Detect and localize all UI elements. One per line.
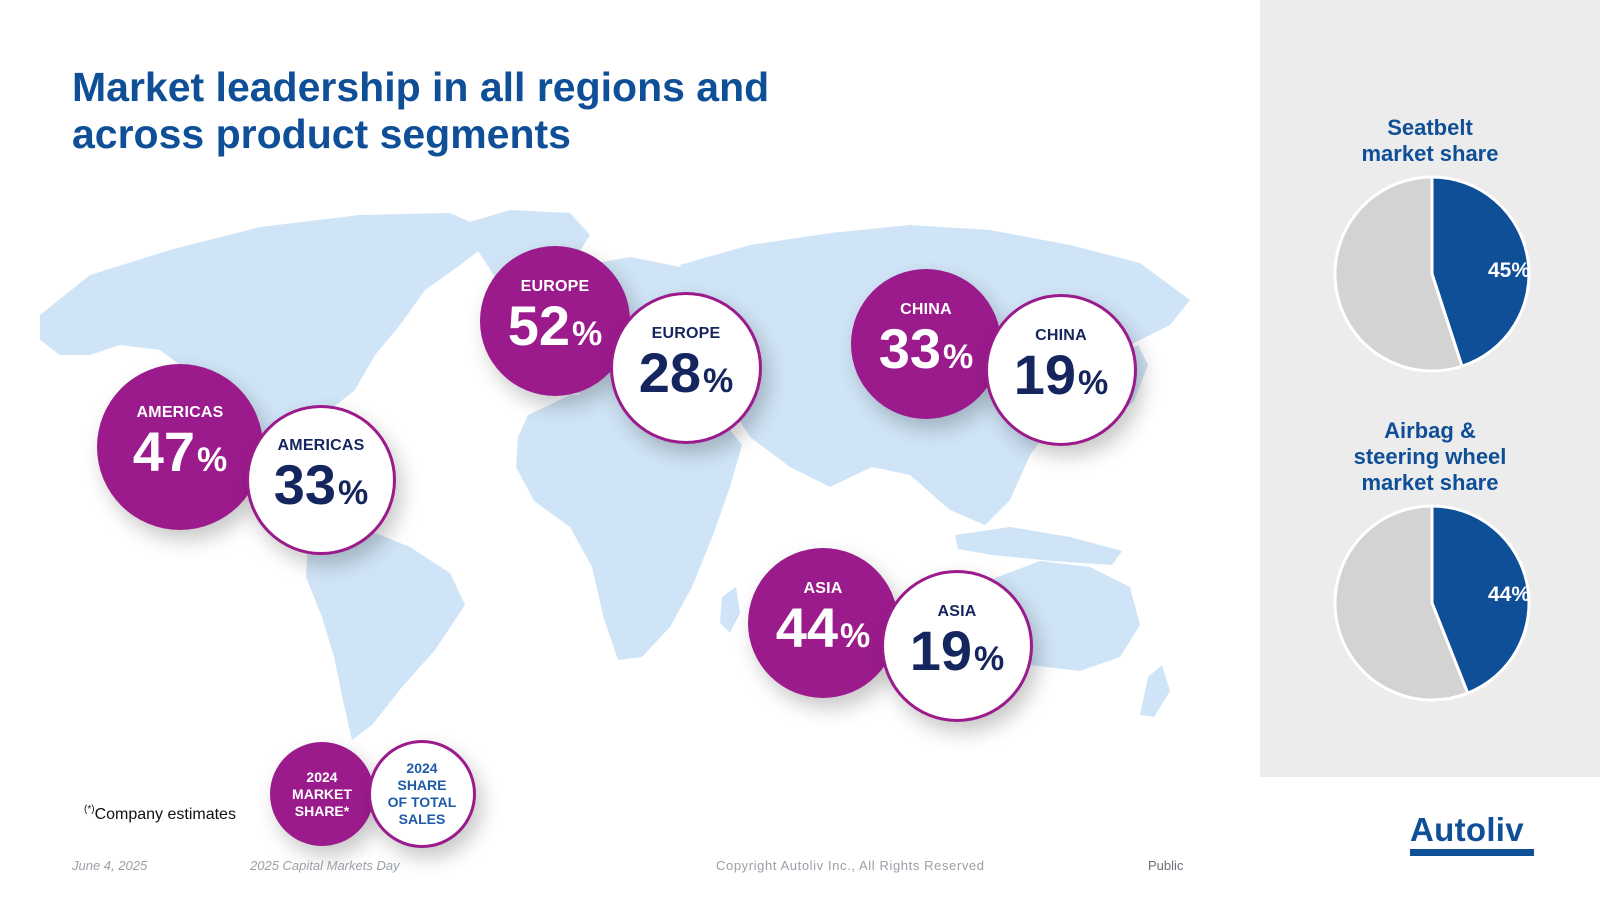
percent-value: 33% bbox=[878, 317, 974, 380]
pie-slice-others bbox=[1333, 175, 1464, 373]
region-label: EUROPE bbox=[520, 278, 590, 295]
airbag-pie-chart bbox=[1333, 504, 1531, 702]
region-label: ASIA bbox=[937, 603, 977, 620]
legend-share-of-sales: 2024 SHARE OF TOTAL SALES bbox=[368, 740, 476, 848]
europe-market-share-bubble: EUROPE 52% bbox=[480, 246, 630, 396]
europe-sales-share-bubble: EUROPE 28% bbox=[610, 292, 762, 444]
footer-event: 2025 Capital Markets Day bbox=[250, 858, 400, 873]
seatbelt-pie-title: Seatbelt market share bbox=[1361, 115, 1499, 166]
pie-slice-autoliv bbox=[1430, 175, 1531, 369]
airbag-pie-value-label: 44% bbox=[1488, 583, 1531, 606]
footnote-marker: (*) bbox=[84, 804, 95, 815]
footer-copyright: Copyright Autoliv Inc., All Rights Reser… bbox=[716, 858, 985, 873]
page-title-line-2: across product segments bbox=[72, 111, 571, 157]
percent-value: 52% bbox=[507, 294, 603, 357]
americas-market-share-bubble: AMERICAS 47% bbox=[97, 364, 263, 530]
china-market-share-bubble: CHINA 33% bbox=[851, 269, 1001, 419]
page-title: Market leadership in all regions and acr… bbox=[72, 64, 832, 158]
market-share-panel: Seatbelt market share 45% Airbag & steer… bbox=[1260, 0, 1600, 777]
region-label: AMERICAS bbox=[136, 404, 224, 421]
legend-market-share: 2024 MARKET SHARE* bbox=[270, 742, 374, 846]
seatbelt-pie-value-label: 45% bbox=[1488, 259, 1531, 282]
pie-slice-others bbox=[1333, 504, 1470, 702]
americas-sales-share-bubble: AMERICAS 33% bbox=[246, 405, 396, 555]
region-label: CHINA bbox=[1035, 327, 1087, 344]
footnote-text: Company estimates bbox=[94, 806, 236, 823]
seatbelt-pie-chart bbox=[1333, 175, 1531, 373]
percent-value: 28% bbox=[638, 341, 734, 404]
percent-value: 19% bbox=[909, 619, 1005, 682]
autoliv-logo: Autoliv bbox=[1410, 812, 1534, 856]
percent-value: 44% bbox=[775, 596, 871, 659]
region-label: AMERICAS bbox=[277, 437, 365, 454]
asia-sales-share-bubble: ASIA 19% bbox=[881, 570, 1033, 722]
percent-value: 47% bbox=[132, 420, 228, 483]
region-label: ASIA bbox=[803, 580, 843, 597]
page-title-line-1: Market leadership in all regions and bbox=[72, 64, 770, 110]
asia-market-share-bubble: ASIA 44% bbox=[748, 548, 898, 698]
china-sales-share-bubble: CHINA 19% bbox=[985, 294, 1137, 446]
percent-value: 19% bbox=[1013, 343, 1109, 406]
pie-slice-autoliv bbox=[1430, 504, 1531, 696]
footer-classification: Public bbox=[1148, 858, 1184, 873]
footer-date: June 4, 2025 bbox=[72, 858, 148, 873]
airbag-pie-title: Airbag & steering wheel market share bbox=[1353, 418, 1507, 495]
logo-text: Autoliv bbox=[1410, 811, 1524, 848]
percent-value: 33% bbox=[273, 453, 369, 516]
footnote: (*)Company estimates bbox=[84, 804, 236, 824]
logo-underline bbox=[1410, 849, 1534, 856]
region-label: CHINA bbox=[900, 301, 952, 318]
region-label: EUROPE bbox=[651, 325, 721, 342]
